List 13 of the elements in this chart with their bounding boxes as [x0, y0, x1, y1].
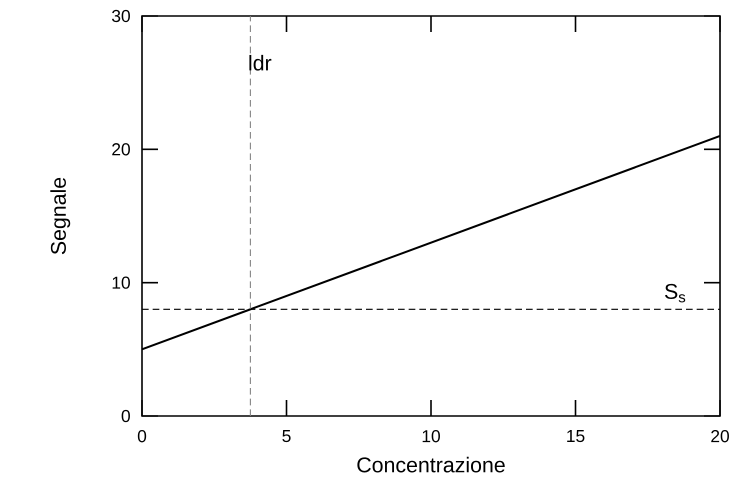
y-tick-label: 10 [112, 276, 130, 289]
ref-line-label: S$_{s}$ [665, 284, 686, 302]
y-tick-label: 20 [112, 143, 130, 156]
x-tick-label: 5 [282, 430, 291, 442]
x-tick-label: 10 [422, 430, 440, 442]
x-tick-label: 20 [711, 430, 729, 442]
y-axis-title: Segnale [50, 178, 70, 254]
y-tick-label: 0 [122, 410, 130, 422]
ref-line-label: ldr [249, 54, 272, 71]
x-tick-label: 0 [138, 430, 146, 442]
x-tick-label: 15 [567, 430, 584, 442]
x-axis-title: Concentrazione [357, 456, 505, 472]
y-tick-label: 30 [112, 10, 130, 22]
